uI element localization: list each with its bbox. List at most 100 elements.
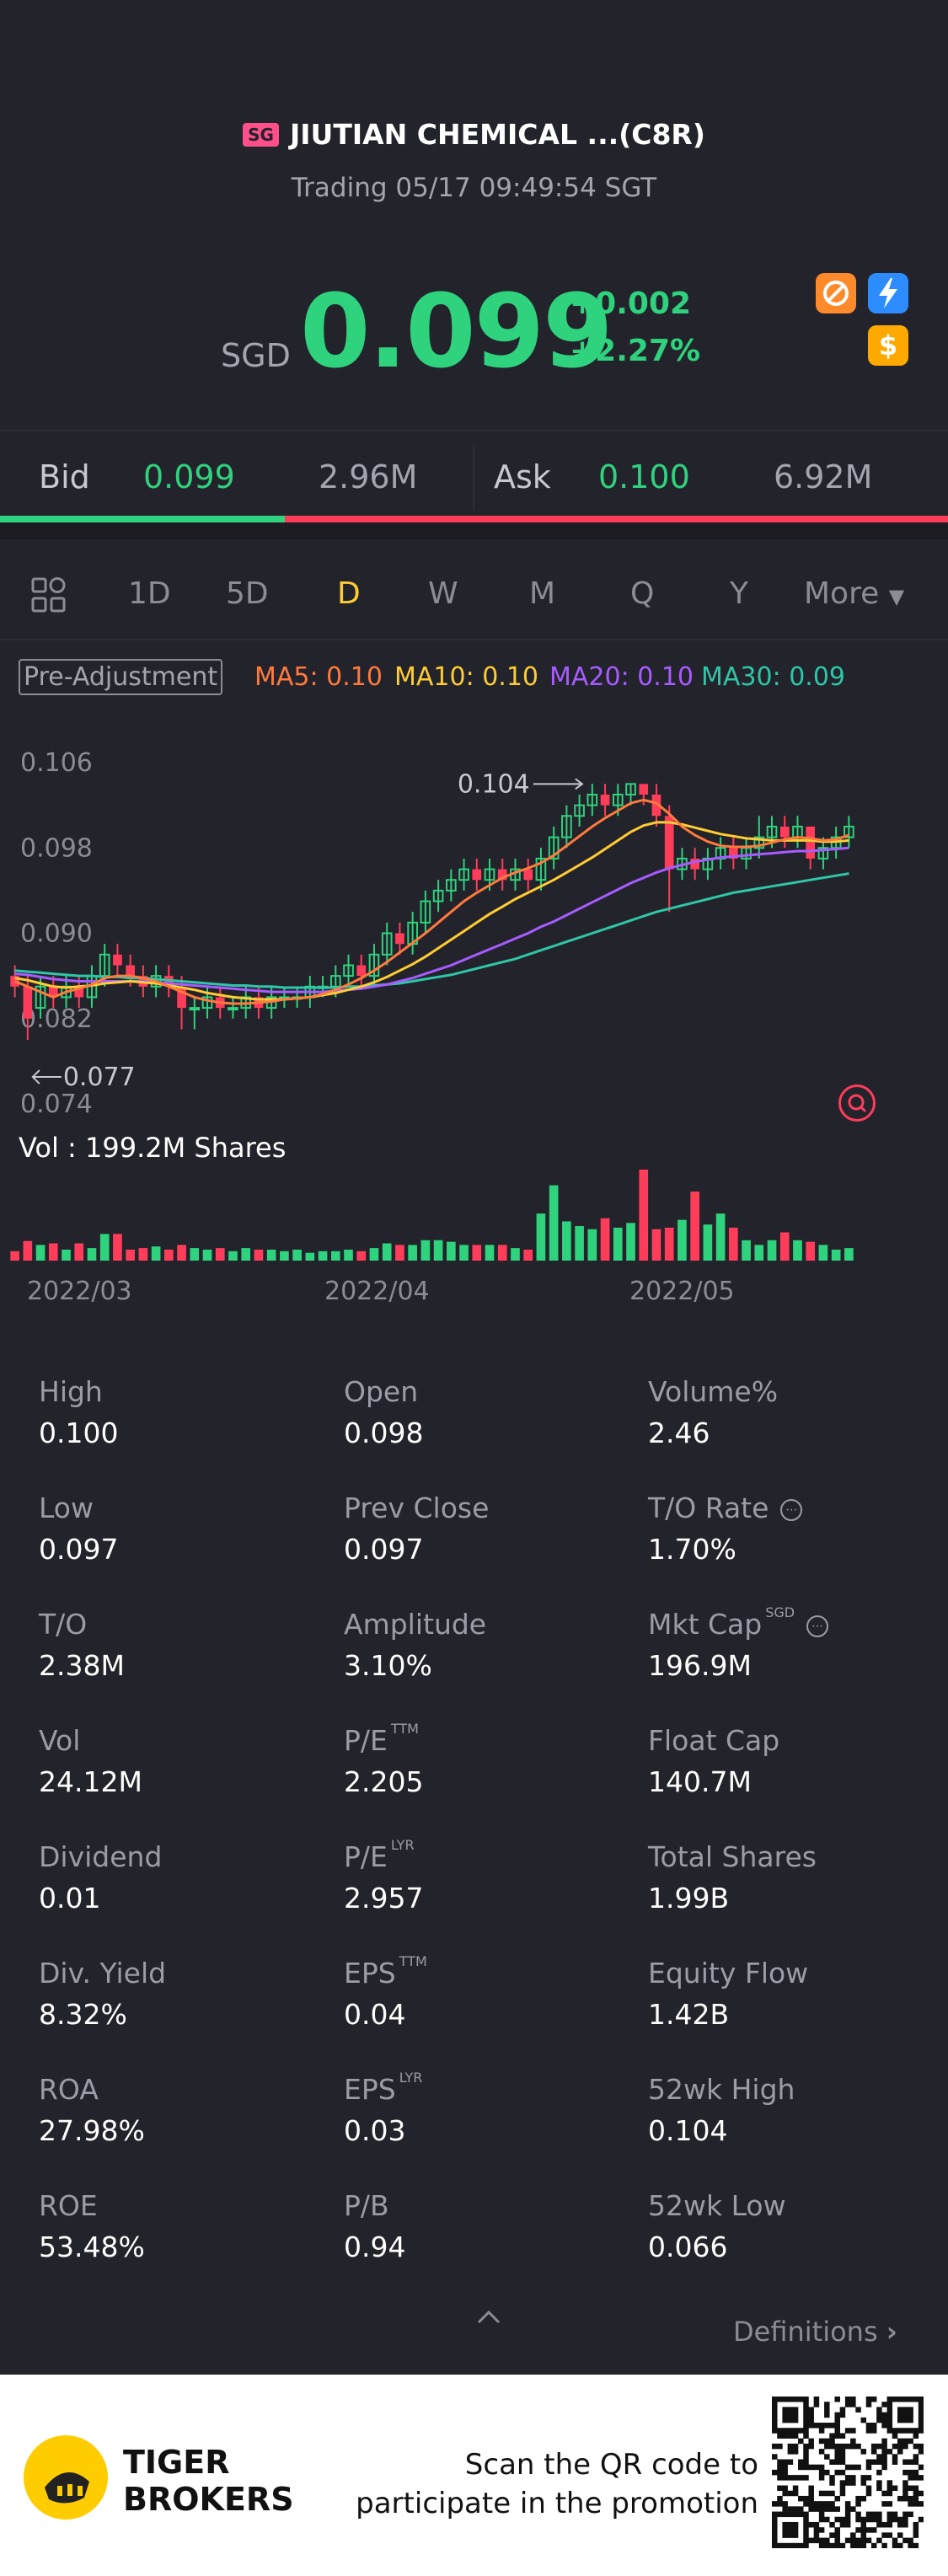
section-gap bbox=[0, 522, 948, 539]
candle-body bbox=[177, 986, 186, 1009]
period-tab-w[interactable]: W bbox=[428, 576, 458, 611]
brand-line1: TIGER bbox=[123, 2444, 230, 2481]
qr-module bbox=[897, 2542, 903, 2548]
qr-code-icon[interactable] bbox=[772, 2397, 924, 2548]
period-tab-y[interactable]: Y bbox=[730, 576, 748, 611]
candle-body bbox=[381, 932, 393, 956]
qr-module bbox=[834, 2495, 840, 2502]
qr-module bbox=[839, 2454, 846, 2460]
qr-module bbox=[876, 2443, 882, 2450]
dollar-icon[interactable]: $ bbox=[868, 325, 908, 366]
volume-bar bbox=[600, 1218, 610, 1261]
y-tick-label: 0.090 bbox=[20, 919, 93, 949]
layout-grid-icon[interactable] bbox=[30, 576, 67, 613]
stat-low: Low 0.097 bbox=[39, 1492, 118, 1566]
qr-module bbox=[808, 2417, 814, 2423]
candle-body bbox=[523, 869, 533, 881]
no-trade-icon[interactable] bbox=[816, 273, 856, 313]
qr-module bbox=[834, 2454, 840, 2460]
qr-module bbox=[844, 2443, 851, 2450]
stat-label: EPS TTM bbox=[344, 1953, 427, 1990]
qr-module bbox=[834, 2397, 840, 2402]
ma5-line bbox=[14, 798, 849, 1005]
pre-adjustment-button[interactable]: Pre-Adjustment bbox=[19, 659, 223, 695]
qr-module bbox=[803, 2495, 809, 2502]
definitions-link[interactable]: Definitions › bbox=[733, 2316, 897, 2348]
candle-body bbox=[201, 996, 213, 1010]
qr-module bbox=[803, 2407, 809, 2413]
qr-module bbox=[918, 2423, 924, 2429]
qr-module bbox=[839, 2443, 846, 2450]
price-chart[interactable]: 0.106 0.098 0.090 0.082 0.074 0.104 0.077 bbox=[0, 733, 948, 1129]
candle-body bbox=[74, 986, 84, 998]
stat-t-o-rate[interactable]: T/O Rate ⋯ 1.70% bbox=[648, 1492, 803, 1566]
qr-module bbox=[918, 2397, 924, 2402]
ma10-line bbox=[14, 821, 849, 1001]
qr-module bbox=[777, 2495, 783, 2502]
info-icon[interactable]: ⋯ bbox=[780, 1498, 803, 1521]
chevron-up-icon[interactable] bbox=[474, 2304, 504, 2329]
candle-body bbox=[806, 826, 816, 859]
candle-body bbox=[561, 815, 572, 838]
volume-bar bbox=[818, 1245, 828, 1261]
qr-module bbox=[886, 2490, 893, 2497]
flash-icon[interactable] bbox=[868, 273, 908, 313]
period-tab-q[interactable]: Q bbox=[630, 576, 655, 611]
qr-module bbox=[792, 2532, 799, 2538]
qr-module bbox=[772, 2397, 778, 2402]
period-tab-5d[interactable]: 5D bbox=[226, 576, 269, 611]
candle-body bbox=[343, 964, 354, 977]
qr-module bbox=[803, 2449, 809, 2455]
zoom-search-icon[interactable] bbox=[838, 1084, 876, 1122]
candle-body bbox=[664, 816, 674, 870]
qr-module bbox=[772, 2532, 778, 2538]
qr-module bbox=[834, 2532, 840, 2538]
stat-label-text: P/B bbox=[344, 2189, 389, 2222]
qr-module bbox=[886, 2428, 893, 2434]
candle-body bbox=[574, 804, 585, 817]
qr-module bbox=[792, 2433, 799, 2439]
qr-module bbox=[860, 2542, 867, 2548]
info-icon[interactable]: ⋯ bbox=[806, 1615, 829, 1637]
qr-module bbox=[772, 2443, 778, 2450]
qr-module bbox=[772, 2412, 778, 2418]
qr-module bbox=[892, 2397, 898, 2402]
candle-body bbox=[446, 879, 457, 892]
ma30-line bbox=[14, 872, 849, 989]
stat-superscript: SGD bbox=[765, 1604, 795, 1620]
stat-superscript: TTM bbox=[399, 1953, 427, 1969]
qr-module bbox=[777, 2443, 783, 2450]
qr-module bbox=[855, 2516, 861, 2523]
qr-module bbox=[813, 2521, 820, 2528]
period-tab-d[interactable]: D bbox=[337, 576, 361, 611]
volume-bar bbox=[447, 1241, 456, 1261]
more-tab[interactable]: More ▼ bbox=[804, 576, 904, 611]
qr-module bbox=[782, 2397, 788, 2402]
volume-bar bbox=[113, 1234, 122, 1261]
volume-bar bbox=[485, 1245, 495, 1261]
volume-bar bbox=[664, 1227, 674, 1261]
qr-module bbox=[892, 2443, 898, 2450]
volume-bar bbox=[151, 1246, 161, 1261]
qr-module bbox=[803, 2464, 809, 2471]
volume-bar bbox=[62, 1249, 71, 1261]
volume-chart[interactable] bbox=[0, 1163, 948, 1264]
qr-module bbox=[803, 2402, 809, 2407]
qr-module bbox=[798, 2464, 804, 2471]
qr-module bbox=[803, 2542, 809, 2548]
volume-bar bbox=[742, 1240, 751, 1261]
qr-module bbox=[772, 2511, 778, 2518]
stat-value: 0.097 bbox=[39, 1533, 119, 1566]
qr-module bbox=[782, 2428, 788, 2434]
stat-label: Mkt Cap SGD ⋯ bbox=[648, 1604, 829, 1641]
stat-mkt-cap[interactable]: Mkt Cap SGD ⋯ 196.9M bbox=[648, 1604, 829, 1682]
period-tab-m[interactable]: M bbox=[529, 576, 556, 611]
period-tab-1d[interactable]: 1D bbox=[128, 576, 171, 611]
qr-module bbox=[818, 2527, 825, 2533]
qr-module bbox=[870, 2428, 877, 2434]
qr-module bbox=[829, 2459, 835, 2465]
qr-module bbox=[918, 2490, 924, 2497]
qr-module bbox=[897, 2397, 903, 2402]
qr-module bbox=[913, 2495, 919, 2502]
qr-module bbox=[782, 2412, 788, 2418]
